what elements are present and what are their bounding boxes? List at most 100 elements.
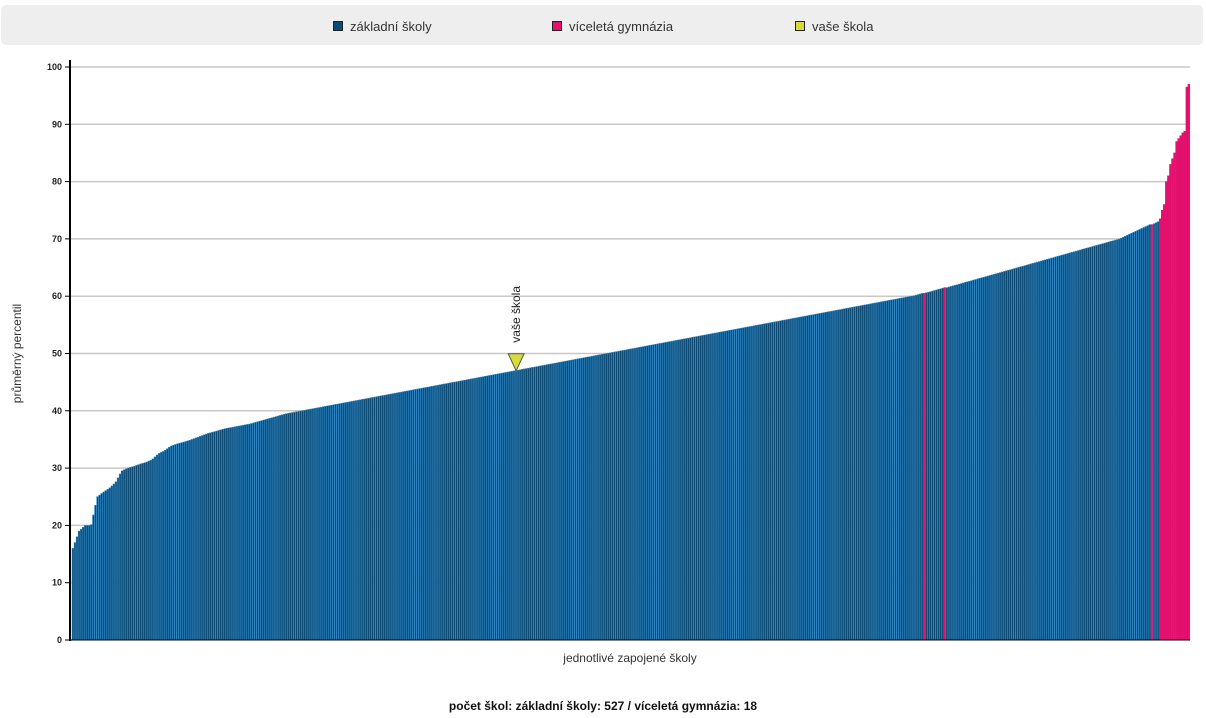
zakladni-skola-bar: [935, 289, 938, 641]
zakladni-skola-bar: [516, 369, 520, 641]
zakladni-skola-bar: [363, 398, 366, 641]
legend-item-viceleta-gymnazia[interactable]: víceletá gymnázia: [552, 18, 673, 34]
zakladni-skola-bar: [1097, 244, 1100, 641]
zakladni-skola-bar: [722, 331, 725, 641]
zakladni-skola-bar: [1154, 222, 1158, 641]
zakladni-skola-bar: [178, 442, 181, 641]
zakladni-skola-bar: [728, 330, 731, 641]
vase-skola-marker: vaše škola: [507, 286, 525, 372]
zakladni-skola-bar: [594, 355, 598, 641]
zakladni-skola-bar: [205, 433, 208, 641]
zakladni-skola-bar: [309, 408, 313, 641]
zakladni-skola-bar: [297, 411, 300, 641]
zakladni-skola-bar: [221, 429, 224, 641]
zakladni-skola-bar: [644, 345, 647, 641]
zakladni-skola-bar: [715, 332, 719, 641]
zakladni-skola-bar: [793, 317, 797, 641]
zakladni-skola-bar: [1023, 265, 1026, 641]
zakladni-skola-bar: [441, 384, 444, 641]
zakladni-skola-bar: [494, 374, 497, 641]
zakladni-skola-bar: [994, 273, 998, 641]
zakladni-skola-bar: [789, 318, 793, 641]
zakladni-skola-bar: [1056, 256, 1059, 641]
zakladni-skola-bar: [207, 433, 210, 641]
zakladni-skola-bar: [960, 283, 963, 641]
zakladni-skola-bar: [888, 300, 891, 641]
zakladni-skola-bar: [668, 341, 672, 641]
zakladni-skola-bar: [945, 287, 948, 641]
zakladni-skola-bar: [650, 344, 653, 641]
zakladni-skola-bar: [769, 322, 772, 641]
zakladni-skola-bar: [116, 477, 120, 641]
zakladni-skola-bar: [120, 470, 124, 641]
zakladni-skola-bar: [354, 400, 358, 641]
zakladni-skola-bar: [752, 325, 756, 641]
zakladni-skola-bar: [141, 463, 144, 641]
zakladni-skola-bar: [1042, 260, 1045, 641]
zakladni-skola-bar: [740, 327, 743, 641]
vase-skola-triangle: [507, 353, 525, 372]
legend-item-vase-skola[interactable]: vaše škola: [795, 18, 873, 34]
zakladni-skola-bar: [291, 412, 294, 641]
zakladni-skola-bar: [479, 376, 483, 641]
zakladni-skola-bar: [492, 374, 495, 641]
zakladni-skola-bar: [426, 386, 429, 641]
zakladni-skola-bar: [168, 446, 171, 641]
zakladni-skola-bar: [986, 275, 990, 641]
zakladni-skola-bar: [395, 392, 399, 641]
zakladni-skola-bar: [430, 386, 434, 641]
zakladni-skola-bar: [990, 274, 994, 641]
zakladni-skola-bar: [477, 377, 481, 641]
zakladni-skola-bar: [783, 319, 786, 641]
zakladni-skola-bar: [1138, 229, 1141, 641]
zakladni-skola-bar: [662, 342, 665, 641]
zakladni-skola-bar: [484, 376, 487, 641]
zakladni-skola-bar: [902, 297, 905, 641]
gymnazium-bar: [1158, 218, 1162, 641]
zakladni-skola-bar: [545, 364, 548, 641]
legend-label-zakladni-skoly: základní školy: [350, 18, 432, 34]
zakladni-skola-bar: [258, 420, 261, 641]
zakladni-skola-bar: [1076, 250, 1080, 641]
zakladni-skola-bar: [795, 317, 799, 641]
zakladni-skola-bar: [1019, 266, 1022, 641]
zakladni-skola-bar: [804, 315, 807, 641]
zakladni-skola-bar: [1132, 232, 1135, 641]
zakladni-skola-bar: [375, 396, 378, 641]
zakladni-skola-bar: [648, 345, 651, 641]
zakladni-skola-bar: [449, 382, 452, 641]
zakladni-skola-bar: [951, 285, 955, 641]
zakladni-skola-bar: [797, 317, 801, 641]
legend-item-zakladni-skoly[interactable]: základní školy: [333, 18, 432, 34]
zakladni-skola-bar: [102, 491, 105, 641]
zakladni-skola-bar: [890, 299, 893, 641]
zakladni-skola-bar: [381, 395, 384, 641]
zakladni-skola-bar: [697, 335, 700, 641]
zakladni-skola-bar: [463, 379, 466, 641]
zakladni-skola-bar: [311, 408, 315, 641]
zakladni-skola-bar: [322, 406, 325, 641]
zakladni-skola-bar: [461, 380, 464, 641]
zakladni-skola-bar: [791, 318, 795, 641]
zakladni-skola-bar: [1009, 269, 1012, 641]
zakladni-skola-bar: [397, 392, 401, 641]
zakladni-skola-bar: [379, 395, 382, 641]
zakladni-skola-bar: [1113, 239, 1117, 641]
zakladni-skola-bar: [674, 340, 678, 641]
zakladni-skola-bar: [631, 348, 635, 641]
zakladni-skola-bar: [584, 357, 587, 641]
zakladni-skola-bar: [927, 291, 930, 641]
zakladni-skola-bar: [933, 290, 936, 641]
zakladni-skola-bar: [227, 427, 230, 641]
zakladni-skola-bar: [861, 305, 864, 641]
zakladni-skola-bar: [365, 398, 368, 641]
zakladni-skola-bar: [1089, 246, 1092, 641]
zakladni-skola-bar: [773, 321, 776, 641]
zakladni-skola-bar: [549, 363, 553, 641]
vase-skola-label: vaše škola: [509, 286, 523, 343]
zakladni-skola-bar: [360, 399, 364, 641]
zakladni-skola-bar: [1027, 264, 1031, 641]
zakladni-skola-bar: [436, 384, 440, 641]
zakladni-skola-bar: [1033, 262, 1037, 641]
zakladni-skola-bar: [863, 304, 866, 641]
